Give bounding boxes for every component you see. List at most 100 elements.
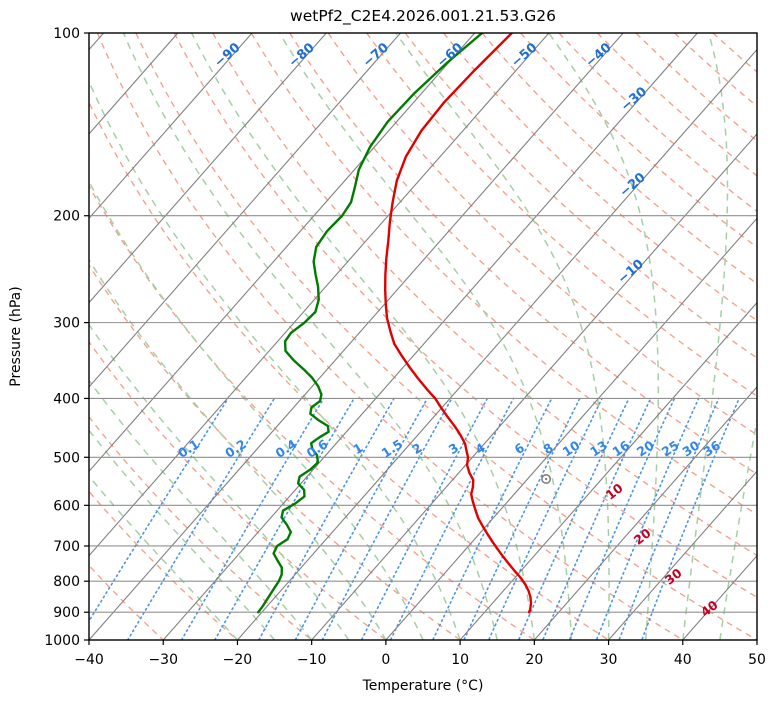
isotherm-line xyxy=(89,33,550,557)
isotherm-line xyxy=(385,217,757,640)
isotherm-label: −30 xyxy=(618,84,650,114)
mixing-ratio-label: 13 xyxy=(587,437,610,459)
mixing-ratio-line xyxy=(294,397,429,640)
x-tick-label: 30 xyxy=(600,652,618,668)
lcl-marker xyxy=(541,474,552,485)
mixing-ratio-label: 8 xyxy=(540,440,555,457)
moist-adiabat xyxy=(278,33,573,640)
moist-adiabat xyxy=(190,33,536,640)
y-tick-label: 400 xyxy=(53,391,80,407)
dry-adiabat xyxy=(635,33,757,142)
moist-adiabat xyxy=(548,33,660,640)
mixing-ratio-label: 36 xyxy=(700,437,723,459)
dry-adiabat-label: 20 xyxy=(631,525,654,548)
axes: −40 −30 −20 −10 0 10 20 30 40 5010020030040050060… xyxy=(8,7,766,694)
isotherm-label: −40 xyxy=(583,40,615,70)
mixing-ratio-line xyxy=(360,397,489,640)
mixing-ratio-label: 1 xyxy=(350,440,365,457)
mixing-ratio-label: 10 xyxy=(560,437,583,459)
moist-adiabat xyxy=(682,33,729,640)
y-tick-label: 100 xyxy=(53,26,80,42)
mixing-ratio-label: 2 xyxy=(409,440,424,457)
isotherm-label: −50 xyxy=(509,40,541,70)
isotherm-label: −90 xyxy=(212,40,244,70)
mixing-ratio-label: 30 xyxy=(679,437,702,459)
x-tick-label: 20 xyxy=(525,652,543,668)
moist-adiabat xyxy=(89,429,276,640)
isotherm-label: −60 xyxy=(434,40,466,70)
dry-adiabat xyxy=(289,33,757,476)
isotherm-label: −10 xyxy=(615,257,647,287)
mixing-ratio-line xyxy=(389,397,515,640)
y-tick-label: 200 xyxy=(53,209,80,225)
dry-adiabat xyxy=(404,33,757,359)
mixing-ratio-line xyxy=(541,397,652,640)
dry-adiabat xyxy=(558,33,757,213)
x-tick-label: −10 xyxy=(297,652,327,668)
dry-adiabat xyxy=(250,33,757,516)
chart-title: wetPf2_C2E4.2026.001.21.53.G26 xyxy=(290,7,556,26)
moist-adiabat xyxy=(89,323,350,640)
isotherm-line xyxy=(608,470,757,640)
moist-adiabat xyxy=(89,258,387,640)
x-axis-label: Temperature (°C) xyxy=(362,678,484,694)
dry-adiabat xyxy=(89,340,387,640)
isotherm-label: −80 xyxy=(286,40,318,70)
dry-adiabat xyxy=(89,101,609,640)
mixing-ratio-label: 3 xyxy=(446,440,461,457)
y-tick-label: 900 xyxy=(53,605,80,621)
background-grid xyxy=(89,33,757,640)
mixing-ratio-line xyxy=(89,397,229,623)
mixing-ratio-line xyxy=(431,397,553,640)
x-tick-label: 50 xyxy=(748,652,766,668)
mixing-ratio-line xyxy=(180,397,325,640)
x-tick-label: 0 xyxy=(381,652,390,668)
mixing-ratio-line xyxy=(321,397,453,640)
isotherm-line xyxy=(682,554,757,640)
moist-adiabat xyxy=(89,79,461,640)
y-tick-label: 300 xyxy=(53,316,80,332)
isotherm-line xyxy=(89,33,327,304)
mixing-ratio-label: 6 xyxy=(512,440,528,457)
x-tick-label: 40 xyxy=(674,652,692,668)
isotherm-line xyxy=(533,386,757,640)
y-axis-label: Pressure (hPa) xyxy=(8,286,24,386)
plot-frame xyxy=(88,32,758,641)
x-tick-label: 10 xyxy=(451,652,469,668)
profile-temperature xyxy=(384,33,533,614)
dry-adiabat xyxy=(327,33,757,436)
y-tick-label: 500 xyxy=(53,450,80,466)
dry-adiabat xyxy=(89,415,313,640)
dry-adiabat xyxy=(89,263,461,640)
isotherm-line xyxy=(89,33,476,473)
mixing-ratio-label: 20 xyxy=(634,437,657,459)
isotherm-label: −100 xyxy=(47,136,86,172)
x-tick-label: −30 xyxy=(148,652,178,668)
mixing-ratio-line xyxy=(517,397,630,640)
y-tick-label: 600 xyxy=(53,498,80,514)
isotherm-label: −70 xyxy=(360,40,392,70)
y-tick-label: 800 xyxy=(53,574,80,590)
dry-adiabat xyxy=(89,184,535,640)
moist-adiabat xyxy=(122,33,498,640)
x-tick-label: −40 xyxy=(74,652,104,668)
profile-traces xyxy=(256,33,552,614)
isotherm-line xyxy=(89,33,624,640)
mixing-ratio-line xyxy=(487,397,603,640)
mixing-ratio-label: 16 xyxy=(609,437,632,459)
dry-adiabat xyxy=(366,33,757,397)
dry-adiabat xyxy=(212,33,757,557)
mixing-ratio-line xyxy=(257,397,395,640)
moist-adiabat xyxy=(395,33,610,640)
y-tick-label: 700 xyxy=(53,539,80,555)
x-tick-label: −20 xyxy=(223,652,253,668)
dry-adiabat xyxy=(89,490,238,640)
dry-adiabat xyxy=(135,33,757,640)
y-tick-label: 1000 xyxy=(44,633,80,649)
lcl-marker-dot xyxy=(544,477,548,481)
mixing-ratio-line xyxy=(640,397,740,640)
mixing-ratio-line xyxy=(595,397,700,640)
mixing-ratio-line xyxy=(463,397,581,640)
